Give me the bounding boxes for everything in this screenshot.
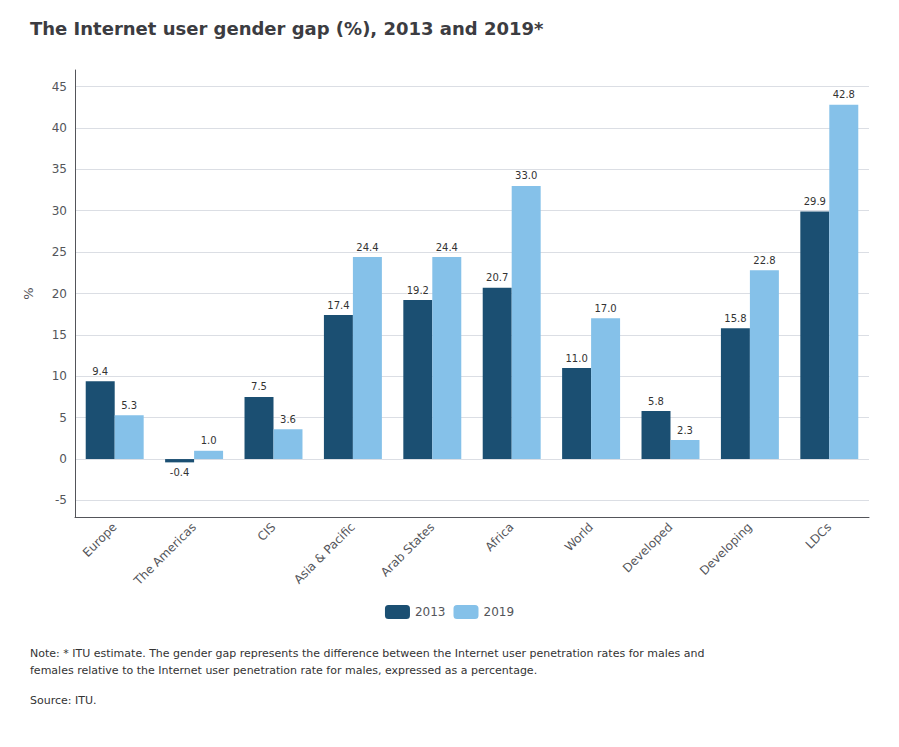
svg-text:females relative to the Intern: females relative to the Internet user pe… xyxy=(30,664,537,677)
svg-text:The Americas: The Americas xyxy=(131,520,199,588)
svg-text:15.8: 15.8 xyxy=(724,313,746,324)
svg-text:40: 40 xyxy=(52,121,67,135)
svg-text:5: 5 xyxy=(59,411,67,425)
svg-text:5.3: 5.3 xyxy=(121,400,137,411)
svg-text:7.5: 7.5 xyxy=(251,381,267,392)
svg-text:22.8: 22.8 xyxy=(753,255,775,266)
svg-text:0: 0 xyxy=(59,452,67,466)
svg-text:25: 25 xyxy=(52,245,67,259)
svg-text:24.4: 24.4 xyxy=(356,242,378,253)
svg-text:%: % xyxy=(21,287,36,299)
svg-text:45: 45 xyxy=(52,80,67,94)
svg-text:15: 15 xyxy=(52,328,67,342)
svg-text:-5: -5 xyxy=(55,493,67,507)
svg-text:Source: ITU.: Source: ITU. xyxy=(30,694,97,707)
svg-text:20: 20 xyxy=(52,287,67,301)
svg-text:LDCs: LDCs xyxy=(803,520,834,551)
svg-text:CIS: CIS xyxy=(255,520,279,544)
svg-text:Asia & Pacific: Asia & Pacific xyxy=(291,520,358,587)
svg-text:-0.4: -0.4 xyxy=(170,467,190,478)
svg-text:2019: 2019 xyxy=(484,605,515,619)
svg-text:11.0: 11.0 xyxy=(565,353,587,364)
svg-text:33.0: 33.0 xyxy=(515,170,537,181)
svg-text:Arab States: Arab States xyxy=(378,520,437,579)
svg-text:19.2: 19.2 xyxy=(407,285,429,296)
svg-text:Developed: Developed xyxy=(620,520,675,575)
svg-text:1.0: 1.0 xyxy=(201,435,217,446)
svg-text:2.3: 2.3 xyxy=(677,425,693,436)
svg-text:2013: 2013 xyxy=(415,605,446,619)
svg-text:20.7: 20.7 xyxy=(486,272,508,283)
svg-text:42.8: 42.8 xyxy=(833,89,855,100)
svg-text:30: 30 xyxy=(52,204,67,218)
svg-text:17.4: 17.4 xyxy=(327,300,349,311)
svg-text:3.6: 3.6 xyxy=(280,414,296,425)
svg-text:Developing: Developing xyxy=(697,520,755,578)
svg-text:Africa: Africa xyxy=(483,520,517,554)
svg-text:World: World xyxy=(562,520,596,554)
svg-text:Note: * ITU estimate. The gend: Note: * ITU estimate. The gender gap rep… xyxy=(30,647,704,660)
svg-text:29.9: 29.9 xyxy=(804,196,826,207)
svg-text:5.8: 5.8 xyxy=(648,396,664,407)
svg-text:24.4: 24.4 xyxy=(436,242,458,253)
svg-text:17.0: 17.0 xyxy=(594,303,616,314)
svg-text:The Internet user gender gap (: The Internet user gender gap (%), 2013 a… xyxy=(30,18,544,39)
svg-text:9.4: 9.4 xyxy=(92,366,108,377)
svg-text:Europe: Europe xyxy=(80,520,120,560)
svg-text:10: 10 xyxy=(52,369,67,383)
svg-text:35: 35 xyxy=(52,162,67,176)
